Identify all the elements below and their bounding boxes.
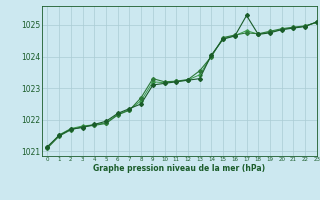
X-axis label: Graphe pression niveau de la mer (hPa): Graphe pression niveau de la mer (hPa) [93, 164, 265, 173]
